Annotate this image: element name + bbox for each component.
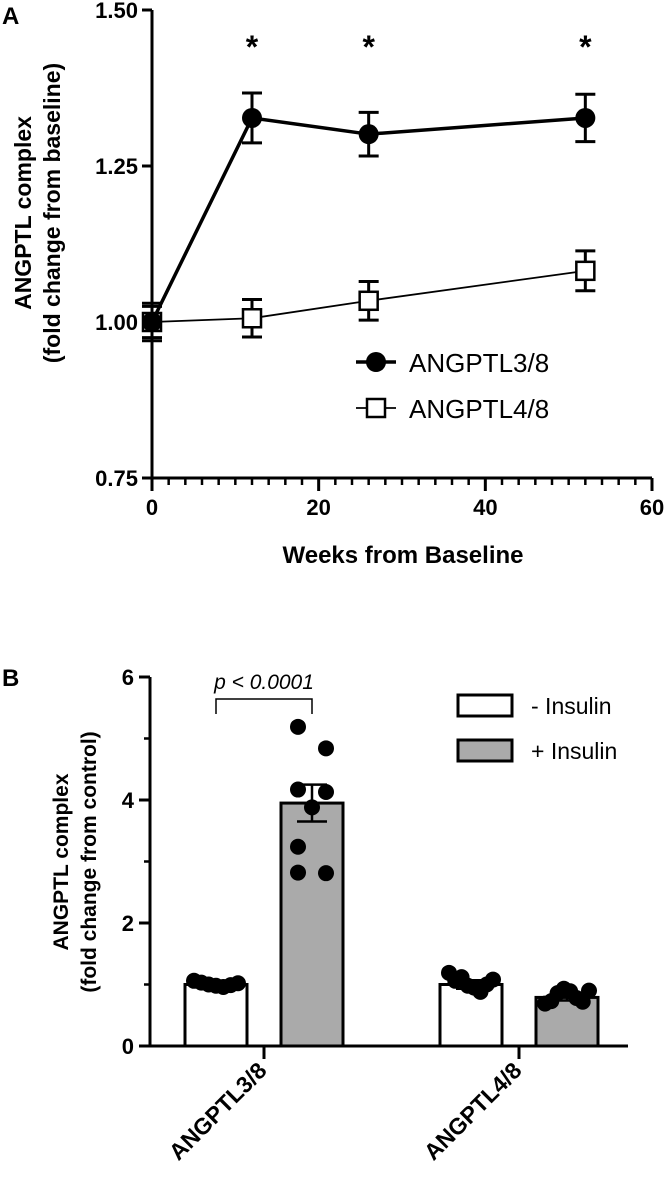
data-point — [230, 975, 246, 992]
data-point — [290, 718, 306, 735]
panel-b-pvalue: p < 0.0001 — [213, 671, 314, 694]
legend-marker-angptl3-8 — [366, 352, 386, 372]
panel-a-chart: 0.751.001.251.500 20 40 60* * *ANGPTL3/8ANGPT… — [95, 0, 664, 520]
data-point-angptl3-8 — [242, 107, 262, 128]
panel-a-x-tick-label: 60 — [640, 495, 664, 520]
panel-b-ylabel-line1: ANGPTL complex — [50, 773, 73, 950]
panel-a-legend: ANGPTL3/8 ANGPTL4/8 — [356, 348, 549, 424]
panel-a-x-tick-label: 0 — [146, 495, 158, 520]
panel-a-x-tick-label: 40 — [473, 495, 497, 520]
panel-b-x-tick-label: ANGPTL3/8 — [164, 1057, 272, 1165]
bar-ANGPTL3-8-minus-insulin — [183, 983, 249, 1048]
panel-a-x-tick-label: 20 — [306, 495, 330, 520]
data-point-angptl4-8 — [575, 260, 596, 282]
data-point — [581, 982, 597, 999]
data-point-angptl3-8 — [575, 107, 596, 128]
legend-swatch-minus-insulin — [456, 693, 514, 718]
panel-b-ylabel-line2: (fold change from control) — [78, 731, 101, 992]
significance-star: * — [246, 29, 259, 65]
panel-a-ylabel-line1: ANGPTL complex — [10, 116, 36, 310]
panel-b-y-tick-label: 2 — [122, 911, 134, 936]
series-line-ANGPTL3-8 — [150, 116, 586, 323]
panel-b-label: B — [2, 665, 19, 692]
data-point — [318, 865, 334, 882]
panel-a-y-tick-label: 1.50 — [95, 0, 138, 23]
data-point — [290, 838, 306, 855]
bar-ANGPTL3-8-plus-insulin — [279, 801, 345, 1048]
panel-b-legend: - Insulin + Insulin — [456, 693, 617, 764]
significance-star: * — [362, 29, 375, 65]
legend-marker-angptl4-8 — [365, 397, 387, 419]
legend-label-angptl4-8: ANGPTL4/8 — [409, 394, 549, 424]
panel-a-ylabel-line2: (fold change from baseline) — [39, 63, 65, 363]
data-point-angptl3-8 — [142, 312, 162, 332]
panel-a-y-tick-label: 0.75 — [95, 466, 138, 491]
data-point — [290, 864, 306, 881]
panel-b-x-tick-label: ANGPTL4/8 — [419, 1057, 527, 1165]
legend-label-angptl3-8: ANGPTL3/8 — [409, 348, 549, 378]
data-point — [485, 971, 501, 988]
panel-b-y-tick-label: 0 — [122, 1034, 134, 1059]
legend-label-plus-insulin: + Insulin — [531, 738, 617, 764]
data-point — [318, 784, 334, 801]
significance-star: * — [579, 29, 592, 65]
panel-a-y-tick-label: 1.25 — [95, 154, 138, 179]
data-point-angptl3-8 — [358, 124, 379, 145]
panel-b-chart: 0 2 4 6 ANGPTL3/8 ANGPTL4/8 - Insulin + Insulin — [122, 665, 628, 1165]
panel-a-y-tick-label: 1.00 — [95, 310, 138, 335]
panel-a-xlabel: Weeks from Baseline — [283, 542, 524, 569]
panel-b-y-tick-label: 4 — [122, 788, 135, 813]
legend-swatch-plus-insulin — [456, 738, 514, 763]
series-line-ANGPTL4-8 — [151, 269, 586, 323]
data-point — [318, 740, 334, 757]
significance-bracket — [215, 698, 313, 714]
data-point-angptl4-8 — [241, 308, 263, 329]
data-point-angptl4-8 — [358, 290, 379, 312]
panel-b-y-tick-label: 6 — [122, 665, 134, 690]
legend-label-minus-insulin: - Insulin — [531, 693, 612, 719]
panel-a-label: A — [2, 3, 19, 30]
